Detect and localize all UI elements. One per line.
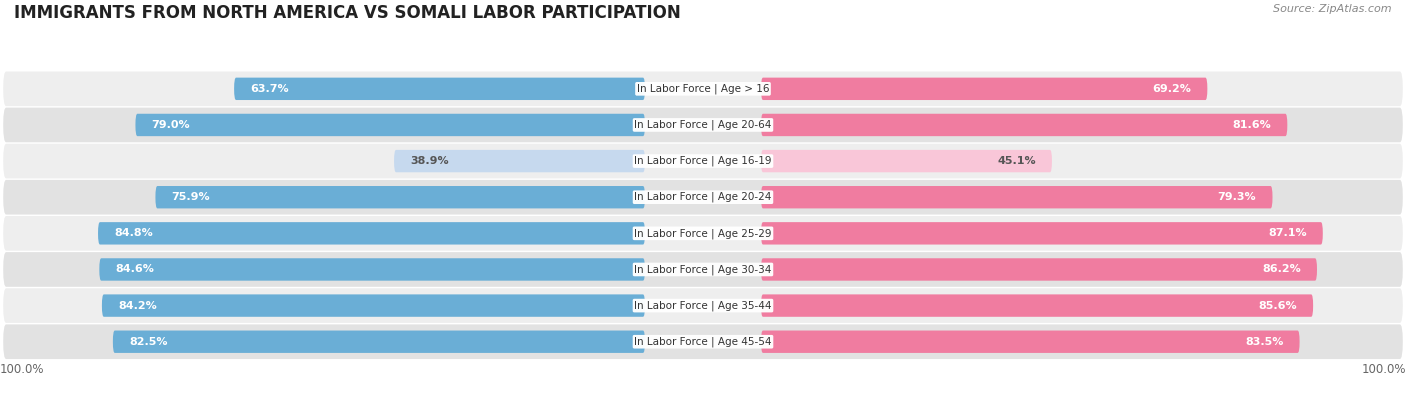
FancyBboxPatch shape — [156, 186, 645, 209]
Text: In Labor Force | Age 20-24: In Labor Force | Age 20-24 — [634, 192, 772, 203]
Text: In Labor Force | Age 35-44: In Labor Force | Age 35-44 — [634, 300, 772, 311]
Text: 38.9%: 38.9% — [411, 156, 449, 166]
FancyBboxPatch shape — [3, 71, 1403, 106]
FancyBboxPatch shape — [761, 294, 1313, 317]
FancyBboxPatch shape — [100, 258, 645, 281]
FancyBboxPatch shape — [3, 288, 1403, 323]
Text: In Labor Force | Age > 16: In Labor Force | Age > 16 — [637, 84, 769, 94]
FancyBboxPatch shape — [3, 252, 1403, 287]
FancyBboxPatch shape — [761, 258, 1317, 281]
Text: In Labor Force | Age 20-64: In Labor Force | Age 20-64 — [634, 120, 772, 130]
Text: 75.9%: 75.9% — [172, 192, 209, 202]
Text: 84.8%: 84.8% — [114, 228, 153, 238]
FancyBboxPatch shape — [761, 150, 1052, 172]
Text: In Labor Force | Age 30-34: In Labor Force | Age 30-34 — [634, 264, 772, 275]
FancyBboxPatch shape — [101, 294, 645, 317]
Text: 81.6%: 81.6% — [1233, 120, 1271, 130]
FancyBboxPatch shape — [3, 107, 1403, 142]
FancyBboxPatch shape — [3, 144, 1403, 179]
FancyBboxPatch shape — [394, 150, 645, 172]
Text: 45.1%: 45.1% — [997, 156, 1036, 166]
FancyBboxPatch shape — [761, 78, 1208, 100]
Text: Source: ZipAtlas.com: Source: ZipAtlas.com — [1274, 4, 1392, 14]
FancyBboxPatch shape — [235, 78, 645, 100]
FancyBboxPatch shape — [135, 114, 645, 136]
Text: 87.1%: 87.1% — [1268, 228, 1306, 238]
Text: In Labor Force | Age 25-29: In Labor Force | Age 25-29 — [634, 228, 772, 239]
Text: 79.0%: 79.0% — [152, 120, 190, 130]
FancyBboxPatch shape — [112, 331, 645, 353]
Text: 100.0%: 100.0% — [0, 363, 45, 376]
Text: 79.3%: 79.3% — [1218, 192, 1257, 202]
Text: 85.6%: 85.6% — [1258, 301, 1296, 310]
Text: In Labor Force | Age 16-19: In Labor Force | Age 16-19 — [634, 156, 772, 166]
Text: 63.7%: 63.7% — [250, 84, 288, 94]
Text: 86.2%: 86.2% — [1263, 265, 1301, 275]
FancyBboxPatch shape — [98, 222, 645, 245]
Text: 82.5%: 82.5% — [129, 337, 167, 347]
FancyBboxPatch shape — [761, 222, 1323, 245]
FancyBboxPatch shape — [3, 180, 1403, 214]
FancyBboxPatch shape — [761, 186, 1272, 209]
FancyBboxPatch shape — [3, 324, 1403, 359]
Text: IMMIGRANTS FROM NORTH AMERICA VS SOMALI LABOR PARTICIPATION: IMMIGRANTS FROM NORTH AMERICA VS SOMALI … — [14, 4, 681, 22]
Text: 84.2%: 84.2% — [118, 301, 157, 310]
Text: In Labor Force | Age 45-54: In Labor Force | Age 45-54 — [634, 337, 772, 347]
Text: 69.2%: 69.2% — [1153, 84, 1191, 94]
FancyBboxPatch shape — [3, 216, 1403, 251]
FancyBboxPatch shape — [761, 331, 1299, 353]
Text: 100.0%: 100.0% — [1361, 363, 1406, 376]
FancyBboxPatch shape — [761, 114, 1288, 136]
Text: 84.6%: 84.6% — [115, 265, 155, 275]
Text: 83.5%: 83.5% — [1246, 337, 1284, 347]
